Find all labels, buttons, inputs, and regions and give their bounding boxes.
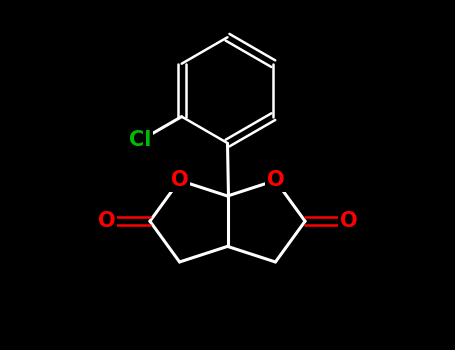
Text: O: O <box>98 211 116 231</box>
Text: O: O <box>267 170 284 190</box>
Text: O: O <box>339 211 357 231</box>
Text: O: O <box>171 170 188 190</box>
Text: Cl: Cl <box>129 131 152 150</box>
